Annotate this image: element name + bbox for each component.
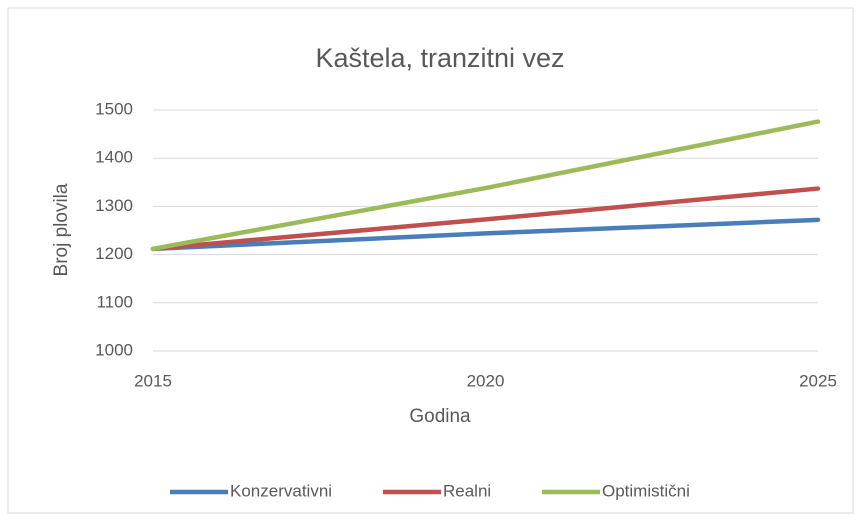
x-tick-label: 2025	[799, 371, 837, 390]
x-tick-label: 2020	[467, 371, 505, 390]
series-line	[150, 186, 821, 252]
legend-label: Realni	[443, 481, 491, 500]
chart-border	[7, 7, 854, 514]
y-tick-label: 1400	[95, 148, 133, 167]
y-tick-label: 1500	[95, 99, 133, 118]
x-axis-label: Godina	[409, 406, 471, 427]
y-tick-label: 1000	[95, 340, 133, 359]
series-line	[150, 217, 821, 252]
legend-label: Konzervativni	[230, 481, 332, 500]
x-tick-label: 2015	[134, 371, 172, 390]
y-axis-label: Broj plovila	[51, 183, 72, 276]
y-tick-label: 1200	[95, 244, 133, 263]
legend-label: Optimistični	[602, 481, 690, 500]
y-tick-label: 1100	[96, 292, 133, 311]
series-line	[150, 119, 821, 252]
chart-title: Kaštela, tranzitni vez	[315, 43, 564, 73]
y-tick-label: 1300	[95, 196, 133, 215]
